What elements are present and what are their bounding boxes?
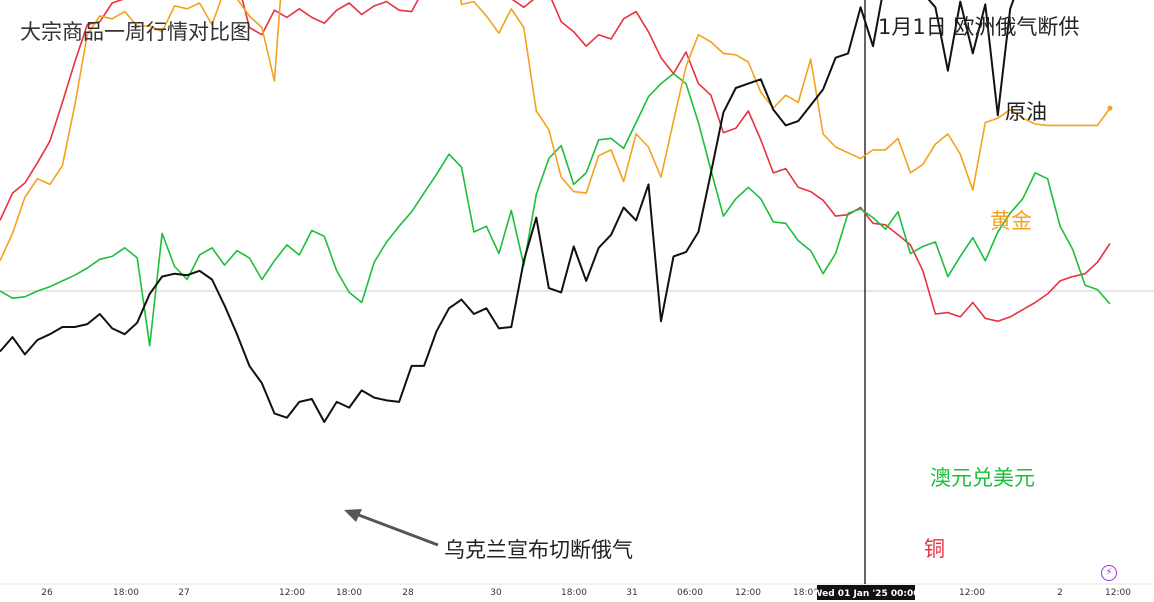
- x-axis: 26 18:00 27 12:00 18:00 28 30 18:00 31 06:00 12:00…: [41, 585, 1131, 600]
- x-badge-background: [817, 585, 915, 600]
- chart-title: 大宗商品一周行情对比图: [20, 20, 251, 44]
- gold-last-point: [1107, 105, 1113, 111]
- x-tick-label: 30: [490, 588, 502, 598]
- x-tick-label: 12:00: [959, 588, 985, 598]
- x-tick-label: 12:00: [279, 588, 305, 598]
- oil-series-line: [0, 0, 1015, 423]
- annotation-arrow: [344, 509, 439, 547]
- x-tick-label: 12:00: [735, 588, 761, 598]
- x-tick-label: 2: [1057, 588, 1063, 598]
- x-tick-label: 31: [626, 588, 637, 598]
- ukraine-annotation-label: 乌克兰宣布切断俄气: [444, 538, 633, 562]
- series-layer: [0, 0, 1113, 423]
- audusd-series-line: [0, 72, 1111, 347]
- x-tick-label: 18:00: [113, 588, 139, 598]
- event-title: 1月1日 欧洲俄气断供: [878, 15, 1080, 39]
- x-tick-label: 06:00: [677, 588, 703, 598]
- audusd-series-label: 澳元兑美元: [930, 466, 1035, 490]
- gold-series-label: 黄金: [990, 209, 1032, 233]
- lightning-logo-icon[interactable]: ⚡: [1101, 565, 1117, 581]
- x-tick-label: 18:00: [793, 588, 819, 598]
- x-tick-label: 18:00: [561, 588, 587, 598]
- x-badge-label: Wed 01 Jan '25 00:00: [813, 589, 920, 599]
- x-tick-label: 12:00: [1105, 588, 1131, 598]
- copper-series-line: [0, 0, 1111, 323]
- oil-series-label: 原油: [1005, 100, 1047, 124]
- copper-series-label: 铜: [924, 537, 945, 561]
- x-tick-label: 18:00: [336, 588, 362, 598]
- x-tick-label: 27: [178, 588, 189, 598]
- x-tick-label: 28: [402, 588, 414, 598]
- x-tick-label: 26: [41, 588, 53, 598]
- gold-series-line: [0, 0, 1111, 262]
